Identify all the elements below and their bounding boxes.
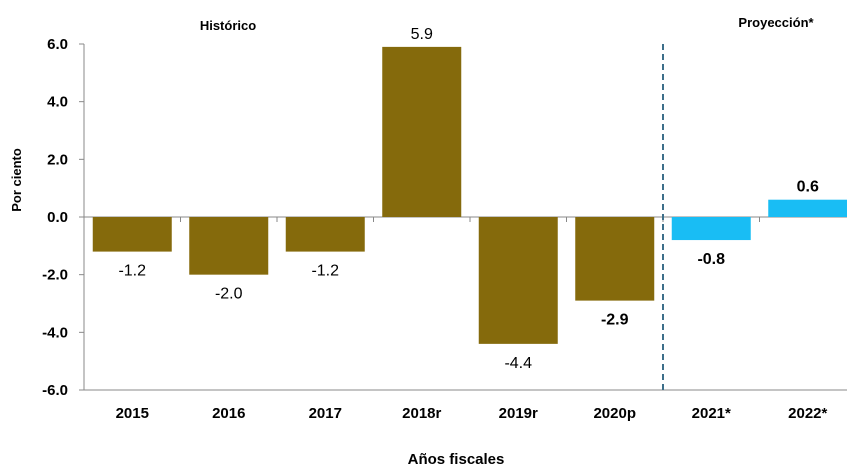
y-tick-label: 0.0 [47, 209, 68, 226]
bar-2017 [285, 217, 365, 252]
value-label: 5.9 [411, 26, 433, 43]
bar-2022* [768, 199, 847, 217]
value-label: -1.2 [118, 263, 146, 280]
bars-layer [92, 46, 847, 344]
section-label-historic: Histórico [200, 18, 256, 33]
x-tick-label: 2018r [402, 405, 441, 422]
y-tick-label: -6.0 [42, 382, 68, 399]
y-tick-label: 6.0 [47, 36, 68, 53]
value-label: -4.4 [504, 355, 532, 372]
x-tick-label: 2022* [788, 405, 827, 422]
y-axis-title: Por ciento [9, 148, 24, 212]
value-label: -1.2 [311, 263, 339, 280]
bar-2016 [189, 217, 269, 275]
x-tick-label: 2017 [309, 405, 342, 422]
bar-2020p [575, 217, 655, 301]
x-tick-label: 2015 [116, 405, 149, 422]
y-tick-label: 4.0 [47, 94, 68, 111]
y-tick-label: -4.0 [42, 324, 68, 341]
value-label: 0.6 [797, 179, 819, 196]
value-label: -2.9 [601, 312, 629, 329]
x-tick-label: 2016 [212, 405, 245, 422]
labels-layer: -1.2 2015 -2.0 2016 -1.2 2017 5.9 2018r -4.4 2019… [116, 26, 828, 422]
value-label: -2.0 [215, 286, 243, 303]
x-tick-label: 2021* [692, 405, 731, 422]
x-tick-label: 2019r [499, 405, 538, 422]
value-label: -0.8 [697, 251, 725, 268]
bar-2015 [92, 217, 172, 252]
y-tick-label: 2.0 [47, 151, 68, 168]
y-tick-label: -2.0 [42, 267, 68, 284]
section-label-projection: Proyección* [738, 15, 814, 30]
bar-2018r [382, 46, 462, 218]
axes-layer: -6.0 -4.0 -2.0 0.0 2.0 4.0 6.0 [42, 36, 847, 399]
bar-2021* [671, 217, 751, 241]
x-axis-title: Años fiscales [408, 451, 505, 468]
x-tick-label: 2020p [593, 405, 636, 422]
bar-2019r [478, 217, 558, 344]
